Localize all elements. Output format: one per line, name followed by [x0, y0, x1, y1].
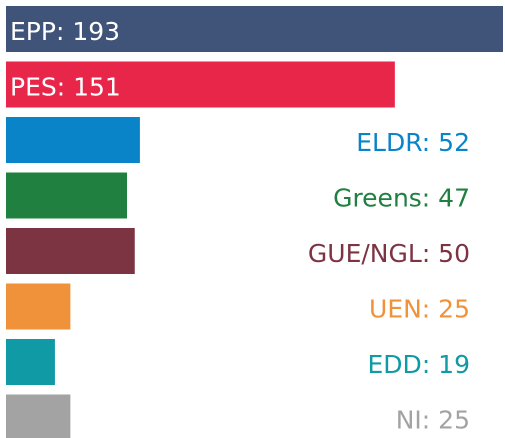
bar — [6, 61, 395, 108]
value-label: UEN: 25 — [369, 295, 470, 324]
bar — [6, 172, 128, 219]
value-label: ELDR: 52 — [356, 128, 470, 157]
value-label: NI: 25 — [396, 406, 470, 435]
bar — [6, 6, 503, 52]
bar — [6, 339, 55, 385]
value-label: GUE/NGL: 50 — [308, 239, 470, 268]
bar — [6, 283, 71, 330]
value-label: PES: 151 — [10, 73, 121, 102]
value-label: EDD: 19 — [368, 350, 470, 379]
bar — [6, 117, 140, 163]
value-label: EPP: 193 — [10, 17, 120, 46]
bar — [6, 228, 135, 274]
bar — [6, 394, 71, 438]
value-label: Greens: 47 — [333, 184, 470, 213]
